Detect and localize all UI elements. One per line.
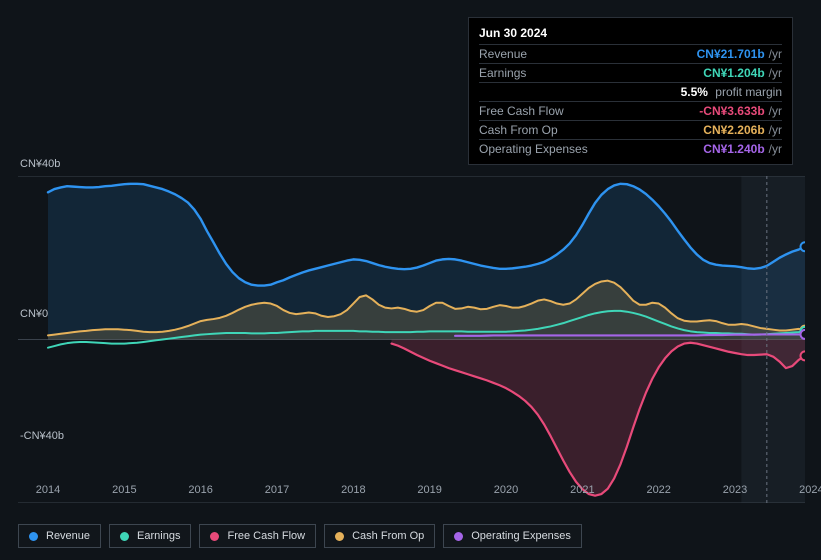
tooltip-row-extra: profit margin	[712, 85, 782, 99]
chart-legend: Revenue Earnings Free Cash Flow Cash From O…	[18, 524, 582, 548]
xaxis-year: 2014	[36, 484, 60, 496]
legend-label: Revenue	[46, 530, 90, 542]
legend-label: Operating Expenses	[471, 530, 571, 542]
xaxis-year: 2017	[265, 484, 289, 496]
xaxis-year: 2018	[341, 484, 365, 496]
tooltip-row: Operating ExpensesCN¥1.240b/yr	[479, 139, 782, 158]
tooltip-row-label: Revenue	[479, 47, 697, 61]
xaxis-year: 2024	[799, 484, 821, 496]
tooltip-row-value: CN¥21.701b	[697, 47, 769, 61]
tooltip-row-value: CN¥1.240b	[703, 142, 768, 156]
tooltip-row-value: -CN¥3.633b	[699, 104, 768, 118]
tooltip-row-value: 5.5%	[681, 85, 712, 99]
xaxis-year: 2023	[723, 484, 747, 496]
tooltip-row: RevenueCN¥21.701b/yr	[479, 44, 782, 63]
tooltip-row-unit: /yr	[769, 104, 782, 118]
tooltip-row-value: CN¥1.204b	[703, 66, 768, 80]
legend-label: Earnings	[137, 530, 180, 542]
yaxis-label-top: CN¥40b	[20, 158, 60, 170]
chart-tooltip: Jun 30 2024 RevenueCN¥21.701b/yrEarnings…	[468, 17, 793, 165]
legend-swatch-opex	[454, 532, 463, 541]
tooltip-row: 5.5% profit margin	[479, 82, 782, 101]
xaxis-year: 2022	[646, 484, 670, 496]
tooltip-row-unit: /yr	[769, 47, 782, 61]
legend-swatch-earnings	[120, 532, 129, 541]
tooltip-row-unit: /yr	[769, 123, 782, 137]
tooltip-row-value: CN¥2.206b	[703, 123, 768, 137]
xaxis-year: 2021	[570, 484, 594, 496]
tooltip-row-label: Free Cash Flow	[479, 104, 699, 118]
tooltip-date: Jun 30 2024	[479, 24, 782, 44]
legend-swatch-fcf	[210, 532, 219, 541]
tooltip-row-label: Operating Expenses	[479, 142, 703, 156]
tooltip-row: Free Cash Flow-CN¥3.633b/yr	[479, 101, 782, 120]
tooltip-row-unit: /yr	[769, 66, 782, 80]
chart-plot-area[interactable]	[18, 176, 805, 503]
legend-item-cashop[interactable]: Cash From Op	[324, 524, 435, 548]
legend-item-revenue[interactable]: Revenue	[18, 524, 101, 548]
xaxis-year: 2020	[494, 484, 518, 496]
legend-label: Free Cash Flow	[227, 530, 305, 542]
xaxis-year: 2019	[417, 484, 441, 496]
legend-item-earnings[interactable]: Earnings	[109, 524, 191, 548]
xaxis-year: 2016	[188, 484, 212, 496]
xaxis-labels: 2014 2015 2016 2017 2018 2019 2020 2021 2022 2023…	[18, 484, 805, 500]
xaxis-year: 2015	[112, 484, 136, 496]
tooltip-row: EarningsCN¥1.204b/yr	[479, 63, 782, 82]
tooltip-row-label: Earnings	[479, 66, 703, 80]
legend-swatch-revenue	[29, 532, 38, 541]
tooltip-row-unit: /yr	[769, 142, 782, 156]
legend-label: Cash From Op	[352, 530, 424, 542]
yaxis-top-text: CN¥40b	[20, 158, 60, 170]
tooltip-row-label: Cash From Op	[479, 123, 703, 137]
tooltip-row: Cash From OpCN¥2.206b/yr	[479, 120, 782, 139]
legend-item-fcf[interactable]: Free Cash Flow	[199, 524, 316, 548]
legend-swatch-cashop	[335, 532, 344, 541]
legend-item-opex[interactable]: Operating Expenses	[443, 524, 582, 548]
